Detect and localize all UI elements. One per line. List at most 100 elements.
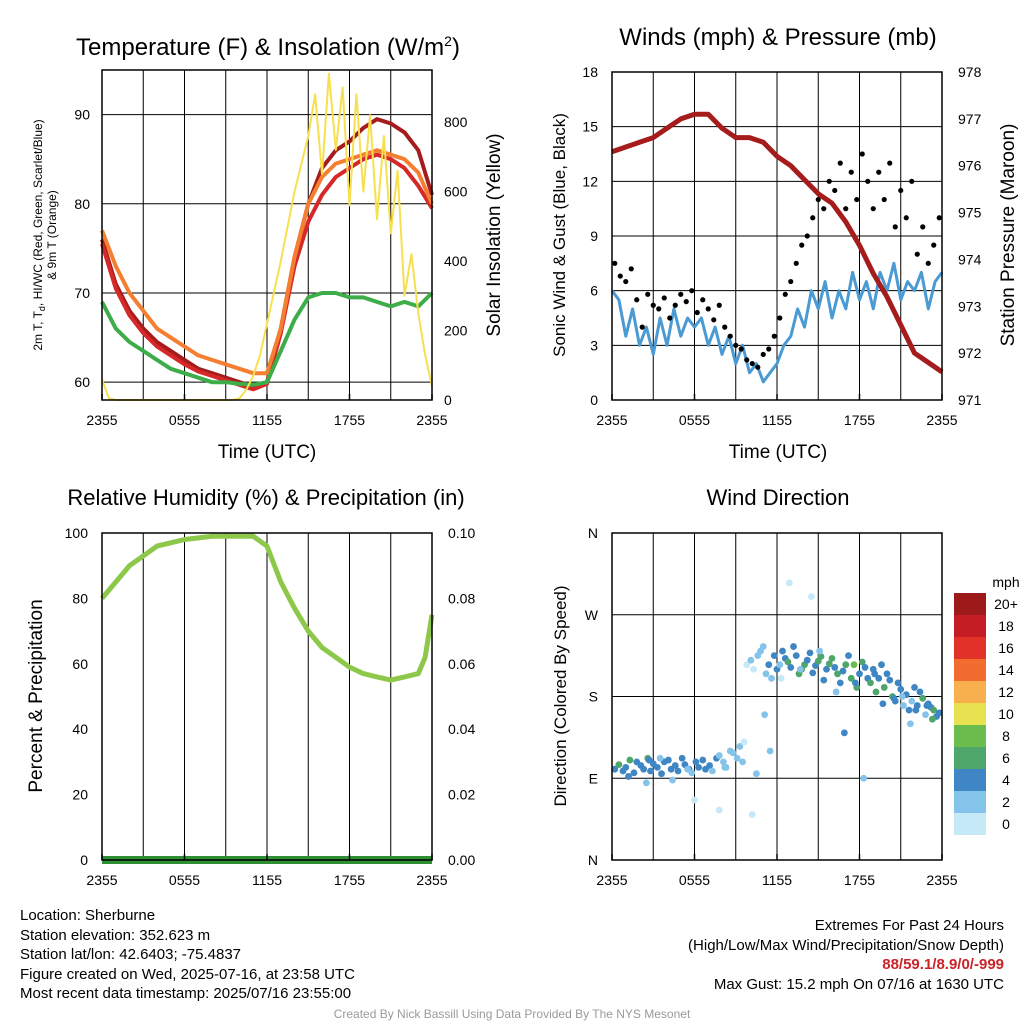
- legend-label: 10: [998, 706, 1014, 722]
- gust-point: [667, 315, 673, 321]
- gust-point: [859, 151, 865, 157]
- humidity-tick-labels: 0 0.00 20 0.02 40 0.04 60 0.06 80 0.08 100 0.10 2355…: [65, 525, 476, 888]
- direction-xtick-label: 2355: [596, 872, 627, 888]
- gust-point: [744, 357, 750, 363]
- direction-point: [845, 652, 852, 660]
- direction-point: [886, 676, 894, 684]
- winds-ytick-right: 975: [958, 205, 982, 221]
- winds-xtick-label: 1155: [762, 412, 792, 428]
- direction-point: [721, 763, 729, 771]
- gust-point: [848, 169, 854, 175]
- winds-xtick-label: 2355: [926, 412, 957, 428]
- direction-point: [825, 660, 833, 668]
- direction-point: [875, 674, 883, 682]
- gust-point: [612, 260, 618, 266]
- direction-point: [642, 779, 650, 787]
- gust-point: [689, 288, 695, 294]
- legend-swatch: [954, 615, 986, 637]
- humidity-xtick-label: 1155: [252, 872, 282, 888]
- winds-ytick-right: 976: [958, 158, 982, 174]
- direction-xtick-label: 2355: [926, 872, 957, 888]
- direction-point: [740, 738, 748, 746]
- direction-points: [611, 579, 943, 818]
- humidity-panel: Relative Humidity (%) & Precipitation (i…: [26, 485, 475, 888]
- humidity-grid: [142, 533, 392, 860]
- humidity-ytick-left: 100: [65, 525, 89, 541]
- direction-point: [715, 806, 723, 814]
- gust-point: [815, 196, 821, 203]
- humidity-xtick-label: 2355: [416, 872, 447, 888]
- station-info: Location: Sherburne Station elevation: 3…: [20, 906, 355, 1004]
- temperature-xtick-label: 2355: [416, 412, 447, 428]
- gust-point: [821, 206, 827, 212]
- direction-ytick-label: S: [589, 689, 598, 705]
- legend-title: mph: [992, 574, 1019, 590]
- direction-point: [922, 711, 929, 719]
- humidity-title: Relative Humidity (%) & Precipitation (i…: [67, 485, 464, 510]
- direction-point: [905, 706, 913, 714]
- winds-ytick-right: 972: [958, 345, 982, 361]
- winds-xtick-label: 2355: [596, 412, 627, 428]
- legend-swatch: [954, 637, 986, 659]
- direction-point: [729, 749, 737, 757]
- legend-swatch: [954, 725, 986, 747]
- direction-point: [807, 593, 815, 600]
- direction-point: [706, 762, 714, 769]
- humidity-xtick-label: 0555: [169, 872, 200, 888]
- legend-swatch: [954, 747, 986, 769]
- gust-point: [766, 346, 772, 352]
- gust-point: [634, 297, 640, 303]
- temperature-ytick-right: 0: [444, 392, 452, 408]
- direction-point: [762, 670, 770, 678]
- temperature-ytick-left: 90: [74, 107, 90, 123]
- direction-xtick-label: 1755: [844, 872, 875, 888]
- direction-point: [630, 769, 638, 777]
- winds-xlabel: Time (UTC): [729, 442, 828, 463]
- direction-point: [699, 756, 707, 764]
- direction-point: [878, 661, 885, 669]
- direction-point: [806, 649, 814, 657]
- direction-ylabel-left: Direction (Colored By Speed): [551, 585, 570, 806]
- winds-ytick-left: 15: [582, 119, 598, 135]
- gust-point: [920, 224, 926, 230]
- direction-point: [871, 670, 879, 678]
- direction-point: [790, 643, 797, 650]
- direction-point: [867, 679, 874, 687]
- gust-point: [755, 364, 761, 370]
- direction-point: [692, 758, 700, 766]
- winds-ytick-right: 974: [958, 251, 982, 267]
- legend-label: 16: [998, 640, 1014, 656]
- winds-ylabel-right: Station Pressure (Maroon): [998, 124, 1019, 347]
- pressure-line: [611, 111, 944, 374]
- temperature-series-line-3: [100, 291, 434, 387]
- elevation-text: Station elevation: 352.623 m: [20, 926, 211, 944]
- legend-swatch: [954, 703, 986, 725]
- direction-title: Wind Direction: [706, 485, 849, 510]
- direction-point: [817, 653, 825, 660]
- winds-ytick-left: 3: [590, 337, 598, 353]
- legend-label: 8: [1002, 728, 1010, 744]
- winds-ytick-left: 12: [582, 173, 598, 189]
- direction-point: [861, 664, 869, 671]
- direction-point: [625, 773, 632, 780]
- gust-point: [645, 291, 651, 297]
- extremes-title: Extremes For Past 24 Hours: [814, 917, 1004, 934]
- direction-point: [626, 756, 634, 764]
- credit-text: Created By Nick Bassill Using Data Provi…: [333, 1007, 691, 1021]
- gust-point: [705, 306, 711, 312]
- rh-line: [100, 533, 435, 683]
- direction-point: [671, 762, 679, 769]
- direction-point: [856, 670, 863, 678]
- winds-ytick-left: 9: [590, 228, 598, 244]
- gust-point: [837, 160, 843, 166]
- direction-point: [669, 776, 676, 784]
- gust-point: [628, 266, 634, 272]
- gust-point: [771, 333, 777, 339]
- winds-ytick-right: 973: [958, 298, 982, 314]
- winds-ytick-left: 18: [582, 64, 598, 80]
- gust-point: [865, 178, 871, 184]
- direction-point: [803, 656, 811, 664]
- gust-point: [810, 215, 816, 221]
- direction-point: [708, 767, 716, 775]
- direction-tick-labels: N E S W N 2355 0555 1155 1755 2355: [585, 525, 958, 888]
